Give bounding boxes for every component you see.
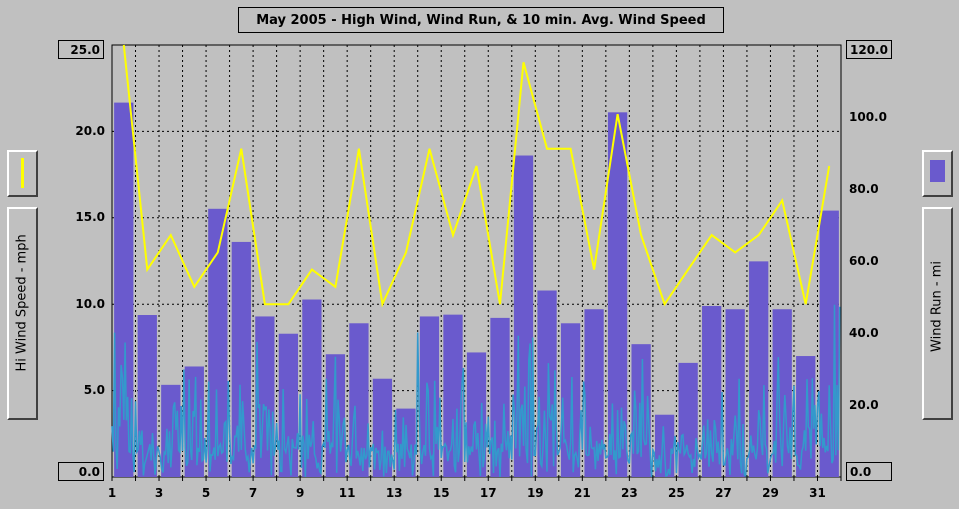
left-tick-label: 20.0 [58, 121, 108, 141]
right-tick-label: 40.0 [846, 323, 901, 342]
yellow-line-swatch-icon [21, 158, 24, 188]
x-tick-label: 9 [296, 486, 304, 500]
wind-run-bar [607, 112, 628, 477]
right-axis-label-panel: Wind Run - mi [922, 207, 953, 420]
x-tick-label: 17 [480, 486, 497, 500]
x-tick-label: 21 [574, 486, 591, 500]
wind-run-bar [537, 290, 557, 477]
x-tick-label: 31 [809, 486, 826, 500]
right-tick-label: 20.0 [846, 395, 901, 414]
x-tick-label: 19 [527, 486, 544, 500]
left-tick-label: 10.0 [58, 294, 108, 314]
wind-run-bar [208, 208, 228, 478]
x-tick-label: 5 [202, 486, 210, 500]
left-tick-label: 15.0 [58, 207, 108, 227]
avg-wind-line [111, 304, 841, 478]
x-tick-label: 29 [762, 486, 779, 500]
wind-run-legend [922, 150, 953, 197]
wind-run-bar [560, 323, 581, 477]
x-tick-label: 13 [386, 486, 403, 500]
left-tick-label: 5.0 [58, 380, 108, 400]
x-tick-label: 7 [249, 486, 257, 500]
left-tick-label: 25.0 [58, 40, 104, 59]
hi-wind-line [122, 44, 831, 308]
x-tick-label: 3 [155, 486, 163, 500]
right-tick-label: 100.0 [846, 107, 901, 126]
x-tick-label: 15 [433, 486, 450, 500]
left-axis-label: Hi Wind Speed - mph [14, 234, 30, 372]
wind-run-bar [349, 323, 369, 477]
wind-run-bar [231, 241, 251, 477]
hi-wind-series [122, 44, 831, 308]
x-axis: 1 3 5 7 9 11 13 15 17 19 21 23 25 27 29 31 [108, 477, 842, 500]
wind-run-bar [114, 102, 134, 477]
right-tick-label: 120.0 [846, 40, 892, 59]
left-axis-label-panel: Hi Wind Speed - mph [7, 207, 38, 420]
right-tick-label: 0.0 [846, 462, 892, 481]
x-tick-label: 25 [668, 486, 685, 500]
hi-wind-legend [7, 150, 38, 197]
chart-title: May 2005 - High Wind, Wind Run, & 10 min… [238, 7, 724, 33]
blue-bar-swatch-icon [930, 160, 945, 182]
avg-wind-series [111, 304, 841, 478]
x-tick-label: 11 [339, 486, 356, 500]
right-axis-label: Wind Run - mi [929, 261, 945, 352]
left-tick-label: 0.0 [58, 462, 104, 481]
x-tick-label: 27 [715, 486, 732, 500]
right-tick-label: 80.0 [846, 179, 901, 198]
x-tick-label: 23 [621, 486, 638, 500]
right-tick-label: 60.0 [846, 251, 901, 270]
x-tick-label: 1 [108, 486, 116, 500]
